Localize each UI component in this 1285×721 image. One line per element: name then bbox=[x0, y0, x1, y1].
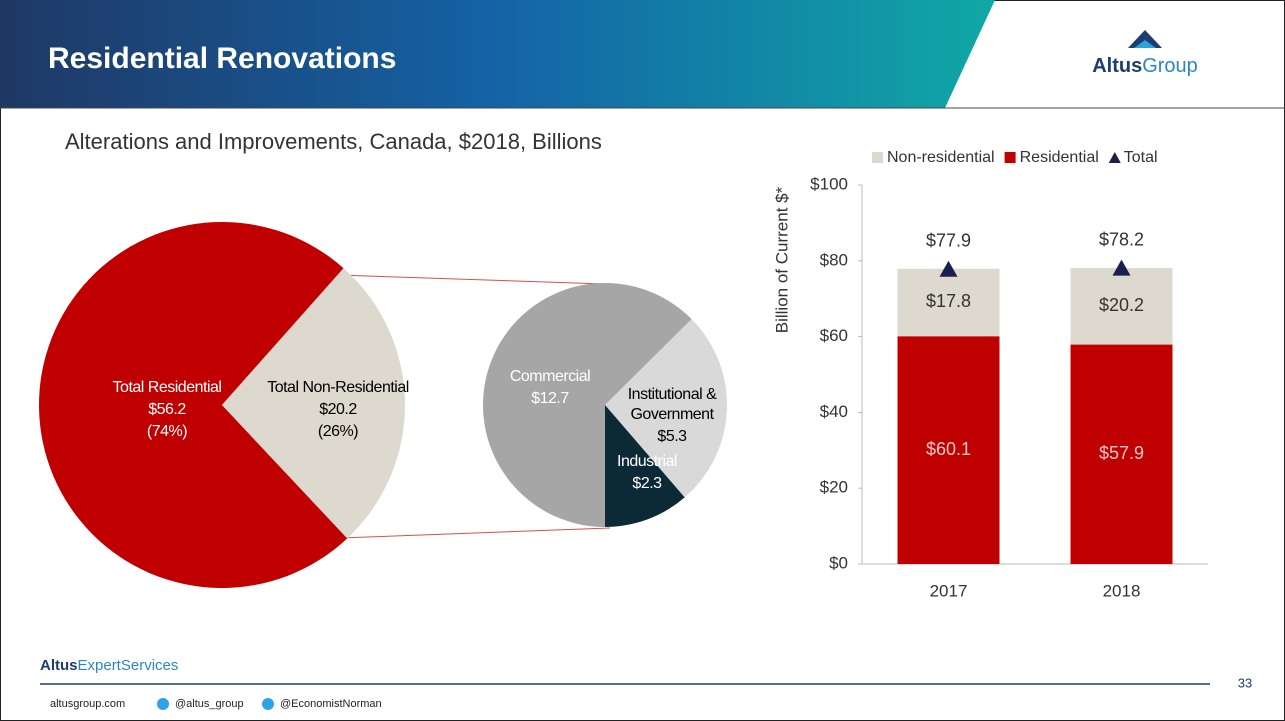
slice-label: Commercial bbox=[509, 368, 591, 385]
slice-share-label: (74%) bbox=[146, 423, 188, 440]
legend-label: Non-residential bbox=[887, 149, 995, 166]
slice-value-label: $56.2 bbox=[148, 401, 186, 418]
y-tick-label: $0 bbox=[829, 553, 848, 572]
bar-value-label: $57.9 bbox=[1099, 443, 1144, 463]
logo-icon bbox=[1134, 40, 1156, 48]
legend-label: Residential bbox=[1020, 149, 1099, 166]
total-marker bbox=[939, 260, 958, 277]
logo-icon bbox=[1128, 30, 1162, 48]
bar-value-label: $17.8 bbox=[926, 291, 971, 311]
slice-label: Total Residential bbox=[112, 379, 222, 396]
legend-marker bbox=[1108, 152, 1121, 163]
bar-segment bbox=[897, 268, 1000, 337]
y-tick-label: $60 bbox=[820, 326, 848, 345]
slice-value-label: $20.2 bbox=[319, 401, 357, 418]
legend-label: Total bbox=[1124, 149, 1158, 166]
brand-name: Altus bbox=[40, 657, 78, 674]
header-band bbox=[0, 0, 995, 108]
connector bbox=[337, 274, 606, 285]
pie-slice bbox=[605, 405, 685, 527]
x-tick-label: 2017 bbox=[930, 581, 968, 600]
y-tick-label: $80 bbox=[820, 250, 848, 269]
footer-site: altusgroup.com bbox=[50, 698, 125, 710]
bar-segment bbox=[1070, 268, 1173, 345]
slice-value-label: $5.3 bbox=[657, 428, 687, 445]
logo: AltusGroup bbox=[1092, 55, 1198, 77]
pie-slice bbox=[39, 221, 348, 588]
slice-share-label: (26%) bbox=[317, 423, 359, 440]
footer-twitter: @EconomistNorman bbox=[280, 698, 382, 710]
bar-value-label: $60.1 bbox=[926, 439, 971, 459]
y-tick-label: $40 bbox=[820, 402, 848, 421]
slice-label: Industrial bbox=[617, 453, 677, 470]
legend-swatch bbox=[1004, 152, 1016, 163]
y-tick-label: $100 bbox=[810, 174, 848, 193]
y-tick-label: $20 bbox=[820, 478, 848, 497]
footer-twitter: @altus_group bbox=[175, 698, 244, 710]
total-label: $78.2 bbox=[1099, 229, 1144, 249]
footer-brand: AltusExpertServices bbox=[40, 657, 178, 674]
pie-slice bbox=[605, 319, 727, 498]
bar-segment bbox=[897, 336, 1000, 564]
slice-value-label: $2.3 bbox=[632, 475, 662, 492]
pie-slice bbox=[222, 268, 405, 539]
twitter-icon bbox=[262, 698, 274, 710]
brand-suffix: ExpertServices bbox=[78, 657, 179, 674]
twitter-icon bbox=[157, 698, 169, 710]
total-label: $77.9 bbox=[926, 231, 971, 251]
pie-title: Alterations and Improvements, Canada, $2… bbox=[65, 129, 602, 154]
slide-title: Residential Renovations bbox=[48, 42, 396, 75]
page-number: 33 bbox=[1238, 675, 1252, 690]
x-tick-label: 2018 bbox=[1103, 581, 1141, 600]
legend-swatch bbox=[872, 152, 883, 163]
logo-name: Altus bbox=[1092, 55, 1142, 77]
logo-suffix: Group bbox=[1142, 55, 1198, 77]
connector bbox=[339, 527, 611, 539]
y-axis-label: Billion of Current $* bbox=[772, 186, 791, 333]
bar-segment bbox=[1070, 344, 1173, 564]
total-marker bbox=[1112, 259, 1131, 276]
slice-label: Institutional & Government bbox=[627, 386, 717, 423]
slice-label: Total Non-Residential bbox=[267, 379, 409, 396]
slice-value-label: $12.7 bbox=[531, 390, 569, 407]
bar-value-label: $20.2 bbox=[1099, 295, 1144, 315]
pie-slice bbox=[483, 283, 692, 527]
